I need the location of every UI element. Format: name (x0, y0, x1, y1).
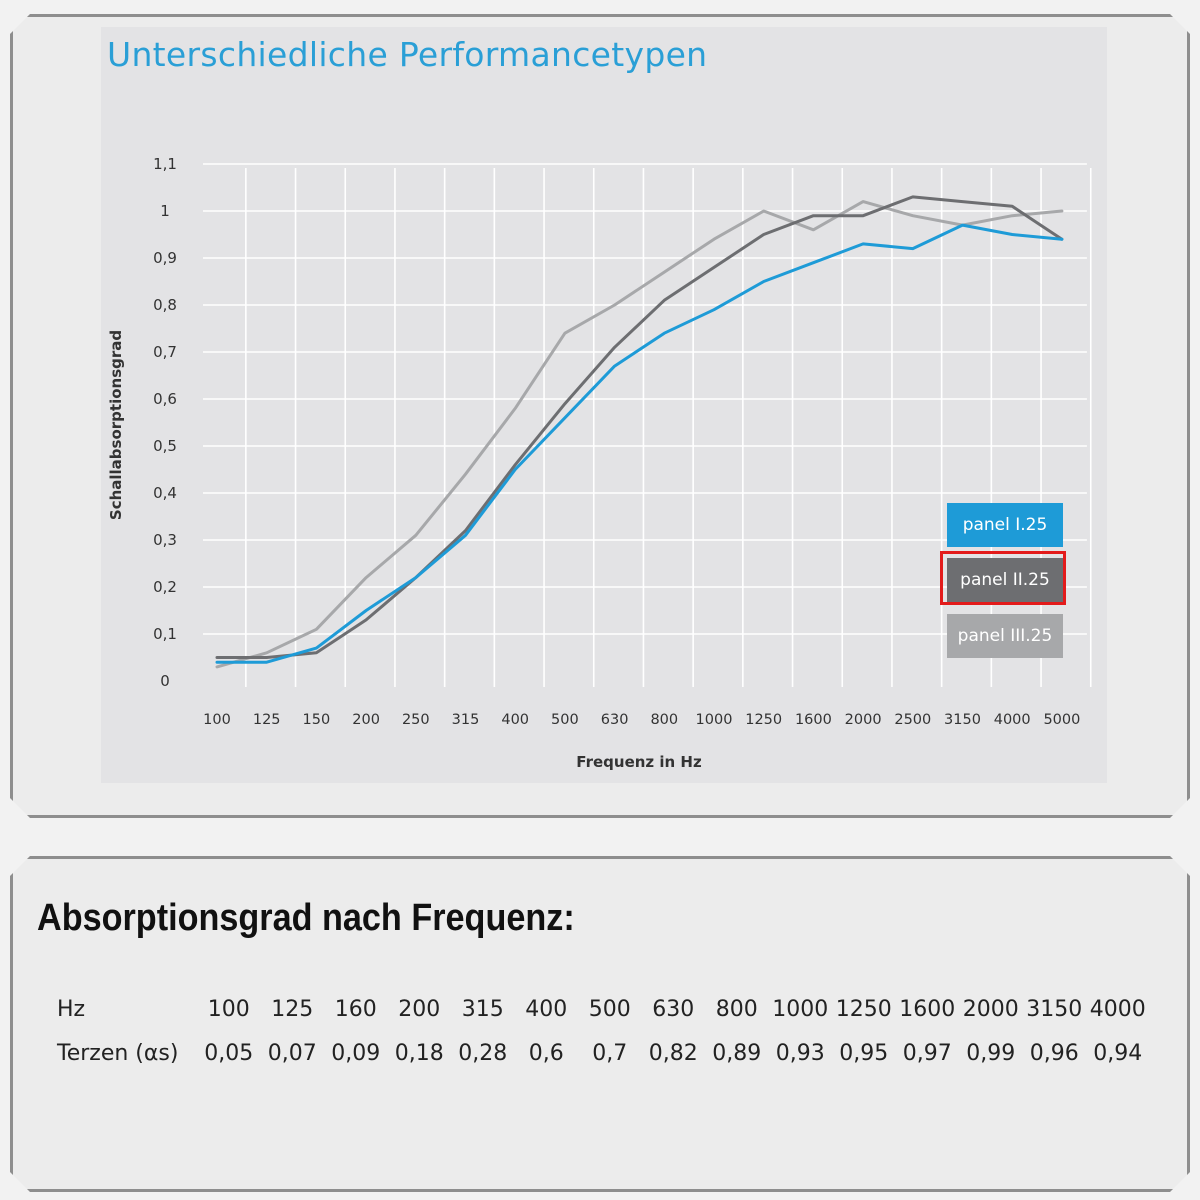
table-row-hz: Hz 100 125 160 200 315 400 500 630 800 1000 1250 16… (57, 987, 1150, 1031)
frequency-cell: 200 (398, 996, 441, 1022)
row-label-terzen: Terzen (αs) (57, 1040, 179, 1066)
absorption-value-cell: 0,96 (1029, 1040, 1079, 1066)
frequency-cell: 2000 (962, 996, 1019, 1022)
frequency-cell: 315 (461, 996, 504, 1022)
legend-item-panel-1: panel I.25 (947, 503, 1063, 547)
x-tick-label: 100 (203, 712, 231, 728)
frequency-cell: 400 (525, 996, 568, 1022)
absorption-value-cell: 0,7 (592, 1040, 628, 1066)
x-axis-label: Frequenz in Hz (576, 753, 702, 771)
x-tick-label: 150 (303, 712, 331, 728)
absorption-value-cell: 0,82 (648, 1040, 698, 1066)
legend-label: panel II.25 (960, 570, 1050, 590)
x-tick-label: 1000 (696, 712, 733, 728)
frequency-cell: 1000 (772, 996, 829, 1022)
series-line-1 (217, 225, 1062, 662)
y-tick-label: 0,3 (153, 531, 177, 549)
y-tick-label: 0,1 (153, 625, 177, 643)
absorption-value-cell: 0,28 (458, 1040, 508, 1066)
absorption-value-cell: 0,95 (839, 1040, 889, 1066)
x-tick-label: 4000 (994, 712, 1031, 728)
x-tick-label: 1250 (745, 712, 782, 728)
table-card: Absorptionsgrad nach Frequenz: Hz 100 125… (10, 856, 1190, 1192)
table-title: Absorptionsgrad nach Frequenz: (37, 897, 575, 939)
line-chart: 0 0,1 0,2 0,3 0,4 0,5 0,6 0,7 0,8 0,9 1 1,1 100 125 15… (13, 17, 1187, 815)
absorption-value-cell: 0,93 (775, 1040, 825, 1066)
chart-title: Unterschiedliche Performancetypen (107, 35, 708, 74)
y-tick-label: 1 (160, 202, 170, 220)
chart-card: Unterschiedliche Performancetypen 0 0,1 0,… (10, 14, 1190, 818)
frequency-cell: 4000 (1089, 996, 1146, 1022)
frequency-cell: 100 (207, 996, 250, 1022)
x-tick-label: 1600 (795, 712, 832, 728)
absorption-value-cell: 0,07 (267, 1040, 317, 1066)
x-tick-label: 800 (650, 712, 678, 728)
frequency-cell: 500 (588, 996, 631, 1022)
absorption-value-cell: 0,99 (966, 1040, 1016, 1066)
legend-highlight-box (940, 551, 1066, 605)
y-tick-label: 0 (160, 672, 170, 690)
x-tick-label: 2000 (845, 712, 882, 728)
absorption-value-cell: 0,6 (528, 1040, 564, 1066)
absorption-value-cell: 0,05 (204, 1040, 254, 1066)
x-tick-label: 400 (501, 712, 529, 728)
absorption-value-cell: 0,89 (712, 1040, 762, 1066)
x-tick-label: 2500 (894, 712, 931, 728)
x-tick-label: 5000 (1043, 712, 1080, 728)
series-line-2 (217, 197, 1062, 658)
y-tick-label: 0,8 (153, 296, 177, 314)
y-tick-label: 0,4 (153, 484, 177, 502)
legend-label: panel I.25 (962, 515, 1048, 535)
absorption-value-cell: 0,18 (394, 1040, 444, 1066)
absorption-value-cell: 0,97 (902, 1040, 952, 1066)
x-tick-label: 200 (352, 712, 380, 728)
absorption-value-cell: 0,09 (331, 1040, 381, 1066)
row-label-hz: Hz (57, 996, 86, 1022)
y-tick-label: 1,1 (153, 155, 177, 173)
x-tick-label: 630 (601, 712, 629, 728)
y-axis-label: Schallabsorptionsgrad (107, 330, 125, 520)
frequency-cell: 800 (715, 996, 758, 1022)
absorption-table: Hz 100 125 160 200 315 400 500 630 800 1000 1250 16… (57, 987, 1150, 1075)
frequency-cell: 1250 (835, 996, 892, 1022)
legend-item-panel-3: panel III.25 (947, 614, 1063, 658)
y-tick-label: 0,7 (153, 343, 177, 361)
frequency-cell: 630 (652, 996, 695, 1022)
frequency-cell: 1600 (899, 996, 956, 1022)
x-tick-label: 250 (402, 712, 430, 728)
absorption-value-cell: 0,94 (1093, 1040, 1143, 1066)
frequency-cell: 160 (334, 996, 377, 1022)
series-line-3 (217, 202, 1062, 667)
frequency-cell: 125 (271, 996, 314, 1022)
frequency-cell: 3150 (1026, 996, 1083, 1022)
y-tick-label: 0,6 (153, 390, 177, 408)
y-tick-label: 0,9 (153, 249, 177, 267)
table-row-terzen: Terzen (αs) 0,05 0,07 0,09 0,18 0,28 0,6 0,7 0,… (57, 1031, 1150, 1075)
legend-label: panel III.25 (957, 626, 1053, 646)
x-tick-label: 500 (551, 712, 579, 728)
legend-item-panel-2: panel II.25 (947, 558, 1063, 602)
x-tick-label: 125 (253, 712, 281, 728)
x-tick-label: 3150 (944, 712, 981, 728)
y-tick-label: 0,2 (153, 578, 177, 596)
x-tick-label: 315 (452, 712, 480, 728)
y-tick-label: 0,5 (153, 437, 177, 455)
